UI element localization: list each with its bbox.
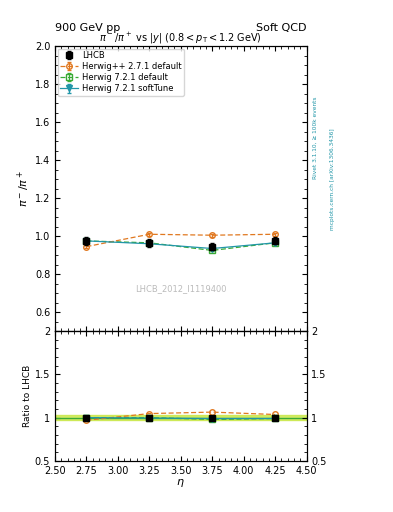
Text: LHCB_2012_I1119400: LHCB_2012_I1119400 — [135, 284, 226, 293]
Text: Soft QCD: Soft QCD — [256, 23, 307, 33]
Text: Rivet 3.1.10, ≥ 100k events: Rivet 3.1.10, ≥ 100k events — [312, 97, 318, 180]
X-axis label: $\eta$: $\eta$ — [176, 477, 185, 489]
Y-axis label: $\pi^-/\pi^+$: $\pi^-/\pi^+$ — [16, 170, 32, 207]
Y-axis label: Ratio to LHCB: Ratio to LHCB — [23, 365, 32, 427]
Text: 900 GeV pp: 900 GeV pp — [55, 23, 120, 33]
Legend: LHCB, Herwig++ 2.7.1 default, Herwig 7.2.1 default, Herwig 7.2.1 softTune: LHCB, Herwig++ 2.7.1 default, Herwig 7.2… — [57, 49, 184, 96]
Title: $\pi^-/\pi^+$ vs $|y|$ $(0.8 < p_\mathrm{T} < 1.2\ \mathrm{GeV})$: $\pi^-/\pi^+$ vs $|y|$ $(0.8 < p_\mathrm… — [99, 31, 262, 46]
Text: mcplots.cern.ch [arXiv:1306.3436]: mcplots.cern.ch [arXiv:1306.3436] — [330, 129, 335, 230]
